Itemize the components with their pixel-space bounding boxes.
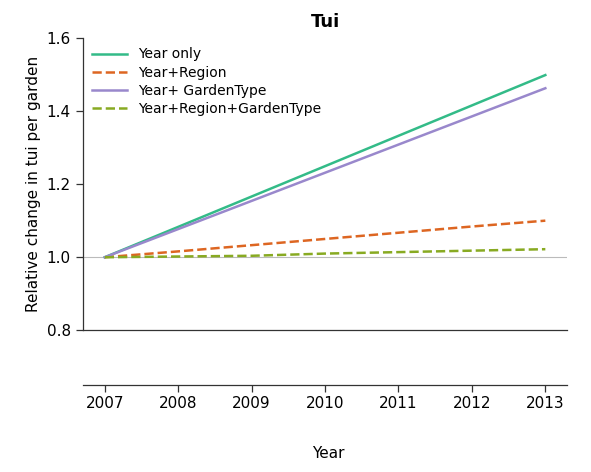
Year+ GardenType	[468, 114, 475, 119]
Year+Region	[395, 230, 402, 236]
Year+ GardenType	[101, 254, 108, 260]
Year+Region+GardenType	[395, 249, 402, 255]
Year only	[395, 133, 402, 139]
Year+Region	[175, 249, 182, 254]
Text: Year: Year	[312, 446, 344, 461]
Line: Year+ GardenType: Year+ GardenType	[105, 88, 545, 257]
Line: Year+Region: Year+Region	[105, 221, 545, 257]
Year+ GardenType	[542, 85, 549, 91]
Year only	[468, 102, 475, 108]
Year only	[542, 72, 549, 78]
Year+ GardenType	[248, 198, 255, 204]
Year+Region+GardenType	[322, 251, 329, 256]
Year only	[322, 163, 329, 169]
Line: Year+Region+GardenType: Year+Region+GardenType	[105, 249, 545, 257]
Year+ GardenType	[395, 142, 402, 147]
Year+Region	[248, 242, 255, 248]
Line: Year only: Year only	[105, 75, 545, 257]
Year+Region	[542, 218, 549, 224]
Year+Region+GardenType	[468, 248, 475, 253]
Year+ GardenType	[175, 226, 182, 232]
Year+Region+GardenType	[175, 253, 182, 259]
Y-axis label: Relative change in tui per garden: Relative change in tui per garden	[26, 56, 41, 312]
Legend: Year only, Year+Region, Year+ GardenType, Year+Region+GardenType: Year only, Year+Region, Year+ GardenType…	[87, 42, 327, 121]
Title: Tui: Tui	[310, 13, 340, 31]
Year+Region	[468, 224, 475, 229]
Year+Region+GardenType	[248, 253, 255, 259]
Year+Region+GardenType	[101, 254, 108, 260]
Year+Region	[322, 236, 329, 242]
Year+Region	[101, 254, 108, 260]
Year+ GardenType	[322, 170, 329, 176]
Year only	[248, 194, 255, 199]
Year+Region+GardenType	[542, 246, 549, 252]
Year only	[175, 224, 182, 230]
Year only	[101, 254, 108, 260]
